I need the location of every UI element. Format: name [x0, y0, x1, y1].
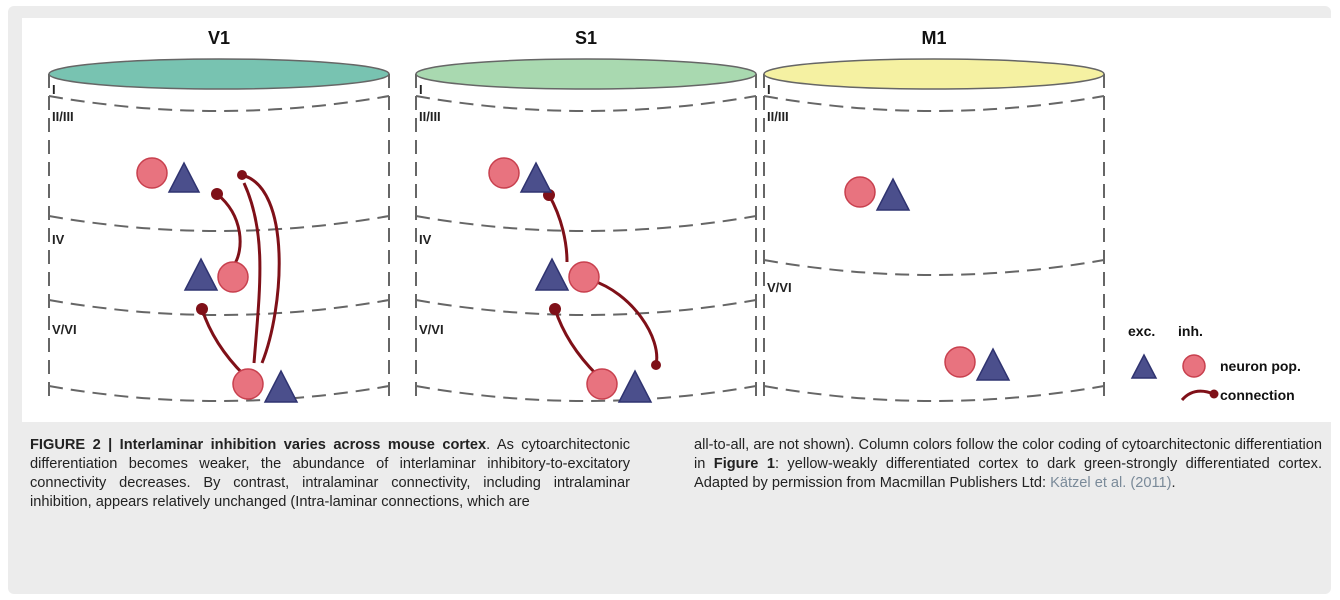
legend: exc. inh. neuron pop. connection	[1128, 323, 1301, 403]
layer-label: I	[767, 82, 771, 97]
inhibitory-population	[136, 157, 168, 189]
connection-line	[241, 173, 281, 364]
cortex-columns-diagram: V1 I II/III IV V/VI	[48, 28, 1301, 403]
caption-label: FIGURE 2 | Interlaminar inhibition varie…	[30, 437, 487, 453]
excitatory-population	[534, 257, 570, 291]
column-s1-title: S1	[575, 28, 597, 48]
excitatory-population	[183, 257, 219, 291]
excitatory-population	[519, 161, 553, 193]
layer-label: V/VI	[419, 322, 444, 337]
connection-line	[547, 194, 569, 263]
layer-label: II/III	[767, 109, 789, 124]
connection-line	[200, 308, 246, 377]
excitatory-population	[617, 369, 653, 403]
excitatory-population	[263, 369, 299, 403]
legend-connection-icon	[1180, 389, 1215, 402]
layer-label: II/III	[419, 109, 441, 124]
legend-inh-label: inh.	[1178, 323, 1203, 339]
legend-connection-label: connection	[1220, 387, 1295, 403]
connection-line	[242, 182, 262, 364]
connection-line	[553, 308, 599, 377]
layer-divider	[48, 95, 390, 112]
inhibitory-population	[568, 261, 600, 293]
inhibitory-population	[944, 346, 976, 378]
figure-frame: V1 I II/III IV V/VI	[8, 6, 1333, 594]
inhibitory-population	[217, 261, 249, 293]
excitatory-population	[875, 177, 911, 211]
caption-text-right-2: : yellow-weakly differentiated cortex to…	[694, 456, 1323, 491]
caption-label-end: .	[486, 437, 491, 453]
caption-text-right-3: .	[1171, 475, 1176, 491]
legend-exc-label: exc.	[1128, 323, 1155, 339]
excitatory-population	[167, 161, 201, 193]
legend-population-label: neuron pop.	[1220, 358, 1301, 374]
inhibitory-population	[586, 368, 618, 400]
layer-label: IV	[52, 232, 65, 247]
layer-label: I	[419, 82, 423, 97]
layer-label: I	[52, 82, 56, 97]
inhibitory-population	[844, 176, 876, 208]
connection-line	[590, 278, 659, 366]
column-v1: V1 I II/III IV V/VI	[48, 28, 390, 403]
caption-right-column: all-to-all, are not shown). Column color…	[694, 436, 1322, 493]
column-s1: S1 I II/III IV V/VI	[415, 28, 757, 403]
layer-label: IV	[419, 232, 432, 247]
caption-text-left: As cytoarchitectonic differentiation bec…	[30, 437, 630, 510]
inhibitory-population	[488, 157, 520, 189]
layer-label: II/III	[52, 109, 74, 124]
column-m1-title: M1	[921, 28, 946, 48]
caption-text-right-1: all-to-all, are not shown). Column color…	[694, 437, 1322, 472]
layer-label: V/VI	[52, 322, 77, 337]
column-s1-top	[415, 58, 757, 90]
column-v1-title: V1	[208, 28, 230, 48]
column-m1-top	[763, 58, 1105, 90]
figure-1-reference[interactable]: Figure 1	[713, 456, 775, 472]
column-m1: M1 I II/III V/VI	[763, 28, 1105, 402]
layer-label: V/VI	[767, 280, 792, 295]
figure-illustration: V1 I II/III IV V/VI	[22, 18, 1333, 422]
connection-line	[216, 192, 242, 266]
citation-link[interactable]: Kätzel et al. (2011)	[1050, 475, 1172, 491]
caption-left-column: FIGURE 2 | Interlaminar inhibition varie…	[30, 436, 630, 512]
excitatory-population	[975, 347, 1011, 381]
column-v1-top	[48, 58, 390, 90]
inhibitory-population	[232, 368, 264, 400]
legend-inhibitory-icon	[1182, 354, 1206, 378]
legend-excitatory-icon	[1130, 353, 1158, 379]
